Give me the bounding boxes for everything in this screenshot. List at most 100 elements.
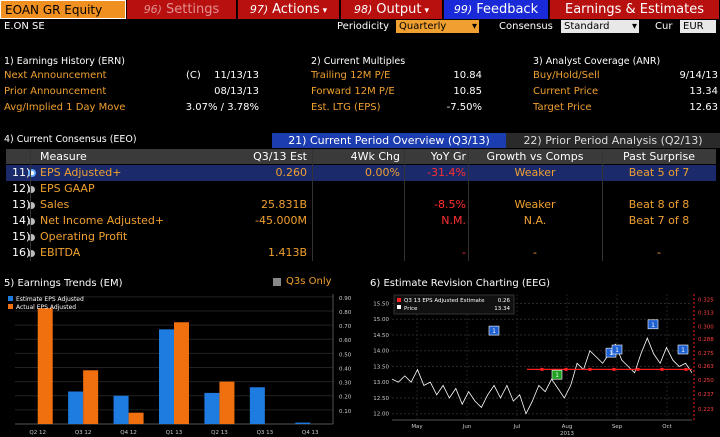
table-row[interactable]: 11) EPS Adjusted+ 0.260 0.00% -31.4% Weaker Be… [6, 165, 716, 181]
current-multiples-title[interactable]: 2) Current Multiples [311, 56, 406, 67]
x-tick-label: Q1 13 [166, 430, 183, 436]
x-tick-label: Jun [462, 424, 472, 430]
estimate-revision-chart: 12.00 12.50 13.00 13.50 14.00 14.50 15.00 15.50… [370, 290, 720, 437]
current-price-label: Current Price [533, 86, 599, 97]
earnings-trends-title[interactable]: 5) Earnings Trends (EM) [4, 278, 123, 289]
feedback-num: 99) [453, 3, 473, 16]
forward-pe-label: Forward 12M P/E [311, 86, 395, 97]
earnings-trends-chart: 0.10 0.20 0.30 0.40 0.50 0.60 0.70 0.80 0.90 Q2 1… [5, 290, 359, 437]
consensus-select[interactable]: Standard ▾ [561, 20, 639, 33]
bar-estimate [68, 391, 84, 424]
x-tick-label: Aug [562, 424, 573, 430]
table-row[interactable]: 12) EPS GAAP [6, 181, 716, 197]
radio-button[interactable] [28, 234, 35, 241]
y-right-tick-label: 0.325 [698, 297, 714, 303]
y-right-tick-label: 0.313 [698, 310, 714, 316]
feedback-button[interactable]: 99) Feedback [444, 0, 549, 19]
legend-label-estimate: Estimate EPS Adjusted [16, 296, 84, 303]
table-row[interactable]: 16) EBITDA 1.413B - - - [6, 245, 716, 261]
growth-cell: N.A. [523, 214, 547, 227]
est-cell: -45.000M [255, 214, 307, 227]
checkbox[interactable] [273, 278, 281, 286]
event-marker [677, 344, 689, 355]
y-left-tick-label: 12.00 [373, 412, 389, 418]
chg-cell [306, 245, 400, 261]
surprise-cell: Beat 5 of 7 [628, 166, 690, 179]
prior-announcement-value: 08/13/13 [214, 86, 259, 97]
table-row[interactable]: 13) Sales 25.831B -8.5% Weaker Beat 8 of 8 [6, 197, 716, 213]
x-tick-label: May [411, 424, 423, 430]
revision-chart-title[interactable]: 6) Estimate Revision Charting (EEG) [370, 278, 551, 289]
consensus-value: Standard [564, 21, 610, 32]
q3s-only-label[interactable]: Q3s Only [286, 276, 332, 287]
x-tick-label: Sep [612, 424, 623, 430]
yoy-cell: -8.5% [434, 198, 466, 211]
settings-label: Settings [165, 2, 220, 17]
currency-input[interactable]: EUR [680, 20, 716, 33]
x-tick-label: Q4 13 [302, 430, 319, 436]
analyst-coverage-title[interactable]: 3) Analyst Coverage (ANR) [533, 56, 661, 67]
earnings-estimates-label: Earnings & Estimates [564, 2, 704, 17]
settings-button[interactable]: 96) Settings [127, 0, 237, 19]
chg-cell [306, 213, 400, 229]
y-tick-label: 0.50 [339, 352, 352, 358]
legend-swatch-actual [8, 304, 13, 309]
row-number: 13) [12, 198, 31, 211]
actions-num: 97) [249, 3, 269, 16]
estimate-point [612, 367, 616, 371]
divider [468, 149, 469, 261]
trailing-pe-label: Trailing 12M P/E [311, 70, 391, 81]
x-tick-label: Q2 13 [211, 430, 228, 436]
y-tick-label: 0.30 [339, 381, 352, 387]
radio-button[interactable] [28, 186, 35, 193]
growth-cell: Weaker [514, 198, 556, 211]
radio-button[interactable] [28, 202, 35, 209]
periodicity-label: Periodicity [337, 21, 390, 32]
measure-cell: EPS Adjusted+ [40, 166, 122, 179]
col-measure[interactable]: Measure [40, 150, 87, 163]
col-surprise[interactable]: Past Surprise [623, 150, 695, 163]
event-marker-label: 1 [651, 322, 655, 329]
col-yoy[interactable]: YoY Gr [430, 150, 466, 163]
estimate-point [660, 367, 664, 371]
radio-button[interactable] [28, 218, 35, 225]
earnings-estimates-button[interactable]: Earnings & Estimates [550, 0, 720, 19]
tab-prior-period[interactable]: 22) Prior Period Analysis (Q2/13) [506, 133, 720, 148]
legend-swatch-price [397, 305, 401, 309]
event-marker [488, 325, 500, 336]
surprise-cell [602, 229, 716, 245]
radio-button[interactable] [28, 169, 36, 177]
y-right-tick-label: 0.288 [698, 337, 714, 343]
col-est[interactable]: Q3/13 Est [253, 150, 307, 163]
actions-button[interactable]: 97) Actions ▾ [238, 0, 340, 19]
x-tick-label: Q2 12 [29, 430, 46, 436]
table-row[interactable]: 15) Operating Profit [6, 229, 716, 245]
table-row[interactable]: 14) Net Income Adjusted+ -45.000M N.M. N.A. B… [6, 213, 716, 229]
ticker-field[interactable]: EOAN GR Equity [0, 0, 126, 19]
y-tick-label: 0.60 [339, 338, 352, 344]
bar-estimate [295, 422, 311, 424]
tab-current-period[interactable]: 21) Current Period Overview (Q3/13) [272, 133, 506, 148]
next-announcement-value: 11/13/13 [214, 70, 259, 81]
current-price-value: 13.34 [689, 86, 718, 97]
next-announcement-flag: (C) [186, 70, 201, 81]
bar-estimate [159, 329, 174, 424]
col-growth[interactable]: Growth vs Comps [486, 150, 584, 163]
chg-cell: 0.00% [365, 166, 400, 179]
earnings-history-title[interactable]: 1) Earnings History (ERN) [4, 56, 125, 67]
output-button[interactable]: 98) Output ▾ [341, 0, 443, 19]
prior-announcement-label: Prior Announcement [4, 86, 107, 97]
periodicity-select[interactable]: Quarterly ▾ [396, 20, 479, 33]
divider [312, 149, 313, 261]
event-marker-label: 1 [492, 328, 496, 335]
legend-label-actual: Actual EPS Adjusted [16, 304, 76, 311]
y-right-tick-label: 0.237 [698, 392, 714, 398]
consensus-title[interactable]: 4) Current Consensus (EEO) [4, 134, 137, 145]
col-chg[interactable]: 4Wk Chg [350, 150, 400, 163]
yoy-cell [406, 229, 466, 245]
radio-button[interactable] [28, 250, 35, 257]
legend-label-estimate: Q3 13 EPS Adjusted Estimate [404, 298, 485, 304]
bar-actual [219, 381, 235, 424]
table-header: Measure Q3/13 Est 4Wk Chg YoY Gr Growth … [6, 149, 716, 164]
measure-cell: EBITDA [40, 246, 81, 259]
